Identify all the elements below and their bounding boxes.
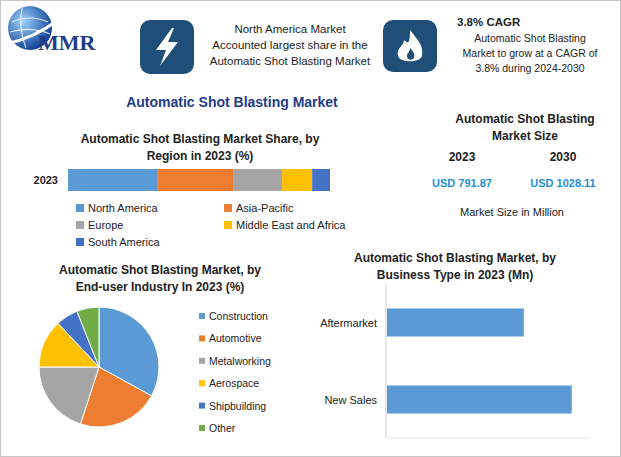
- infographic: MMR North America Market Accounted largest…: [0, 0, 621, 457]
- value-axis-range: [387, 438, 590, 439]
- legend-label: Middle East and Africa: [236, 219, 346, 231]
- cagr-title: 3.8% CAGR: [457, 16, 521, 28]
- legend-label: North America: [88, 202, 159, 214]
- legend-swatch: [199, 403, 205, 409]
- icon-box: [383, 20, 437, 72]
- bar-segment: [282, 169, 312, 191]
- bar-segment: [312, 169, 330, 191]
- category-label: 2023: [34, 174, 58, 186]
- legend-label: South America: [88, 236, 160, 248]
- legend-label: Metalworking: [209, 355, 271, 367]
- plot-area: [387, 309, 572, 414]
- cagr-text: 3.8% during 2024-2030: [475, 62, 584, 74]
- icon-flame-inner: [407, 48, 414, 60]
- category-label: New Sales: [324, 394, 377, 406]
- cagr-text: Market to grow at a CAGR of: [463, 47, 598, 59]
- market-size-value: USD 791.87: [432, 177, 492, 189]
- legend-label: Automotive: [209, 332, 262, 344]
- bar: [387, 386, 572, 414]
- icon-flame: [398, 30, 423, 61]
- category-axis: [386, 284, 387, 438]
- plot-area: [68, 169, 330, 191]
- bar-segment: [233, 169, 282, 191]
- legend-label: Aerospace: [209, 377, 259, 389]
- chart-title: End-user Industry In 2023 (%): [76, 280, 245, 294]
- legend-label: Shipbuilding: [209, 400, 266, 412]
- market-size-title: Automatic Shot Blasting: [455, 112, 594, 126]
- pie-slice: [77, 307, 99, 367]
- market-size-note: Market Size in Million: [460, 206, 564, 218]
- icon-lightning: [156, 28, 178, 66]
- highlight-text: North America Market: [234, 23, 346, 35]
- legend-swatch: [76, 221, 84, 229]
- legend-swatch: [199, 313, 205, 319]
- legend-swatch: [76, 204, 84, 212]
- legend-swatch: [224, 204, 232, 212]
- legend-swatch: [199, 425, 205, 431]
- market-size-year: 2030: [550, 150, 577, 164]
- legend-swatch: [76, 238, 84, 246]
- legend-swatch: [199, 380, 205, 386]
- legend-label: Construction: [209, 310, 268, 322]
- legend-swatch: [199, 358, 205, 364]
- legend-label: Other: [209, 422, 236, 434]
- bar-segment: [157, 169, 233, 191]
- logo-text: MMR: [38, 30, 97, 55]
- main-title: Automatic Shot Blasting Market: [126, 94, 338, 110]
- chart-title: Automatic Shot Blasting Market, by: [59, 263, 261, 277]
- category-label: Aftermarket: [320, 317, 377, 329]
- legend-label: Europe: [88, 219, 123, 231]
- chart-title: Region in 2023 (%): [147, 149, 254, 163]
- highlight-text: Accounted largest share in the: [212, 39, 367, 51]
- bar: [387, 309, 524, 337]
- frame: [1, 1, 621, 457]
- pie-slice: [39, 367, 99, 424]
- bar-segment: [68, 169, 157, 191]
- legend-label: Asia-Pacific: [236, 202, 294, 214]
- chart-title: Automatic Shot Blasting Market Share, by: [81, 132, 320, 146]
- highlight-text: Automatic Shot Blasting Market: [210, 55, 371, 67]
- market-size-title: Market Size: [492, 129, 558, 143]
- market-size-year: 2023: [449, 150, 476, 164]
- legend-swatch: [199, 335, 205, 341]
- chart-title: Automatic Shot Blasting Market, by: [354, 251, 556, 265]
- chart-title: Business Type in 2023 (Mn): [377, 268, 534, 282]
- market-size-value: USD 1028.11: [530, 177, 595, 189]
- cagr-text: Automatic Shot Blasting: [474, 32, 586, 44]
- icon-box: [140, 20, 194, 74]
- legend-swatch: [224, 221, 232, 229]
